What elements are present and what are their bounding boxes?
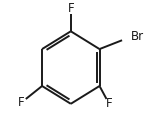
Text: F: F xyxy=(67,2,74,14)
Text: F: F xyxy=(18,96,25,109)
Text: Br: Br xyxy=(131,30,144,43)
Text: F: F xyxy=(106,97,112,110)
